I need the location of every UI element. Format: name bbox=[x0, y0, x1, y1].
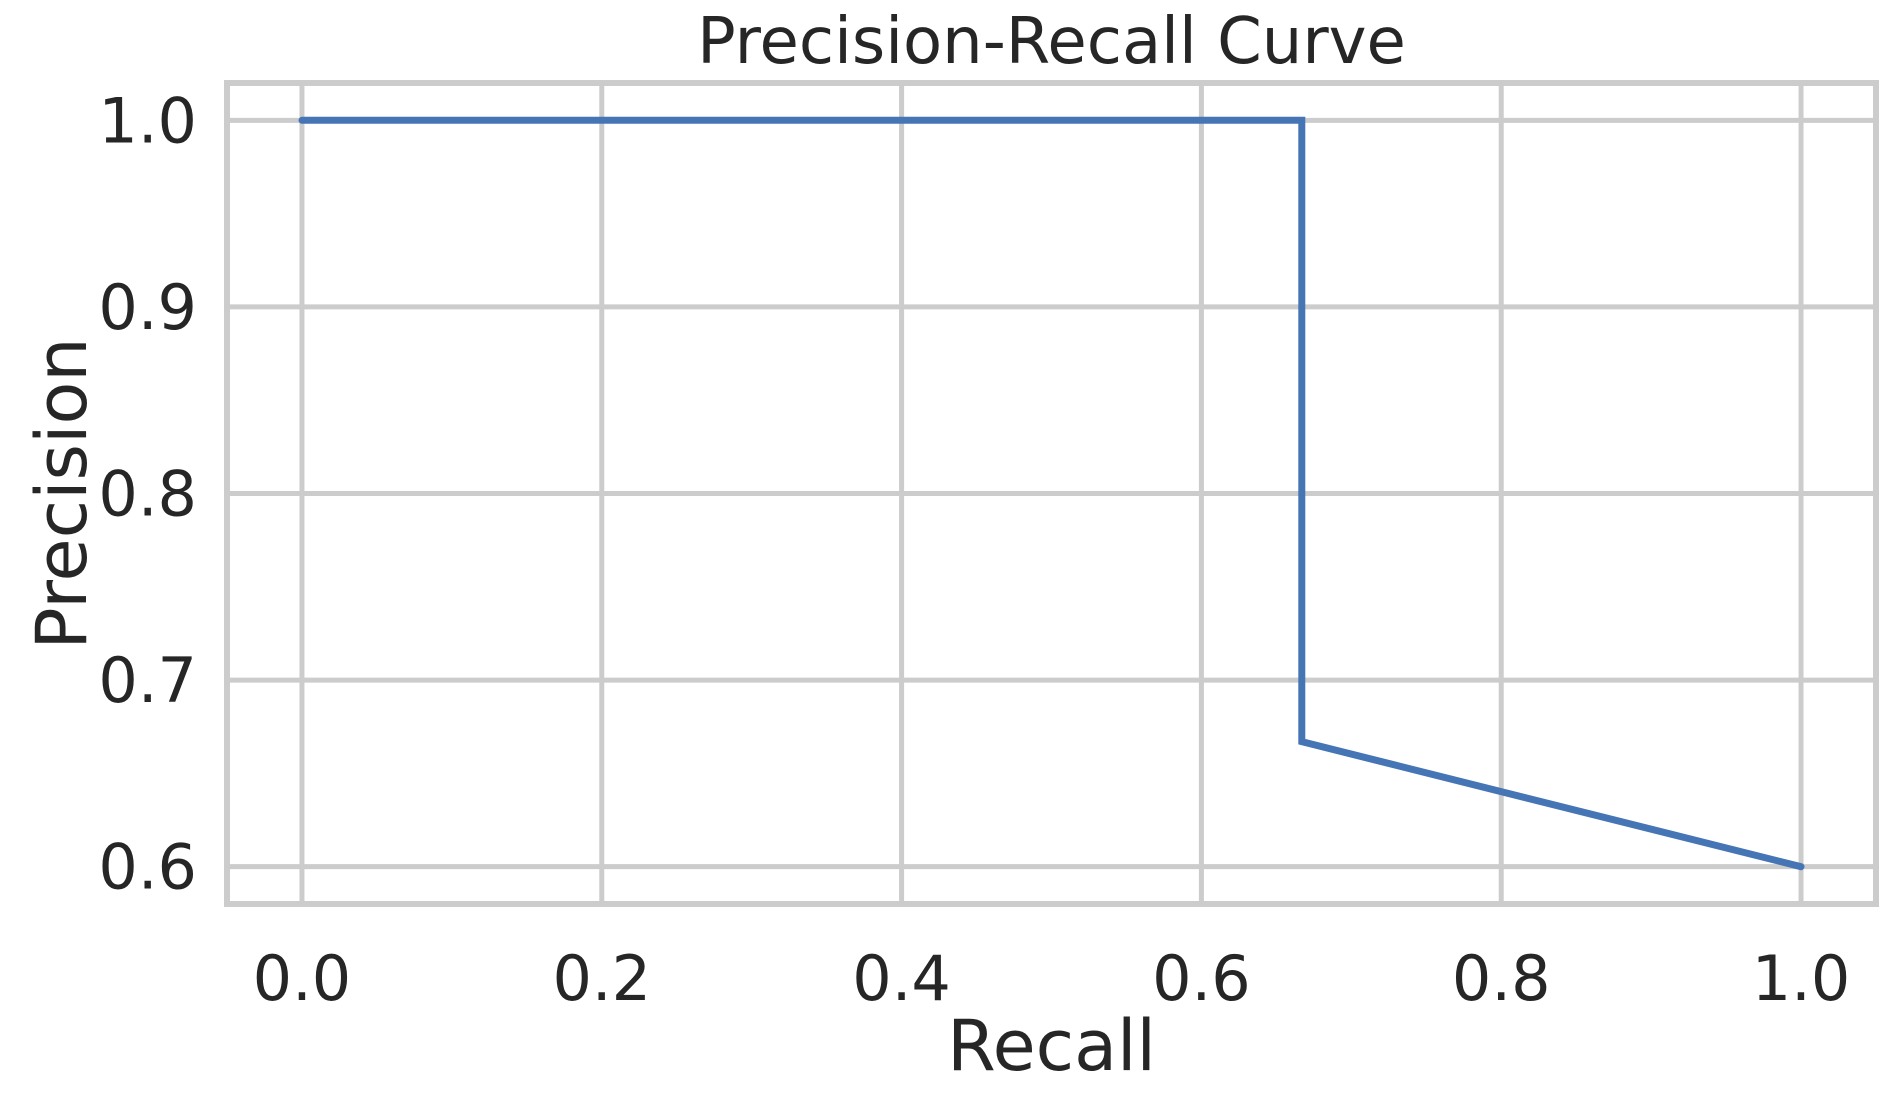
x-tick-label: 0.8 bbox=[1452, 942, 1551, 1015]
x-tick-labels: 0.0 0.2 0.4 0.6 0.8 1.0 bbox=[253, 942, 1851, 1015]
chart-title: Precision-Recall Curve bbox=[697, 5, 1406, 79]
y-tick-label: 1.0 bbox=[98, 84, 197, 157]
y-gridlines bbox=[227, 117, 1876, 870]
x-axis-title: Recall bbox=[947, 1005, 1156, 1087]
y-tick-labels: 0.6 0.7 0.8 0.9 1.0 bbox=[98, 84, 197, 903]
precision-recall-line bbox=[298, 116, 1805, 871]
y-axis-title: Precision bbox=[21, 337, 103, 649]
y-tick-label: 0.8 bbox=[98, 458, 197, 531]
x-tick-label: 0.6 bbox=[1152, 942, 1251, 1015]
x-tick-label: 0.2 bbox=[552, 942, 651, 1015]
plot-frame bbox=[224, 80, 1879, 907]
x-tick-label: 0.0 bbox=[253, 942, 352, 1015]
x-tick-label: 1.0 bbox=[1752, 942, 1851, 1015]
series-layer bbox=[298, 116, 1805, 871]
y-tick-label: 0.9 bbox=[98, 271, 197, 344]
y-tick-label: 0.6 bbox=[98, 831, 197, 904]
x-tick-label: 0.4 bbox=[852, 942, 951, 1015]
y-tick-label: 0.7 bbox=[98, 644, 197, 717]
